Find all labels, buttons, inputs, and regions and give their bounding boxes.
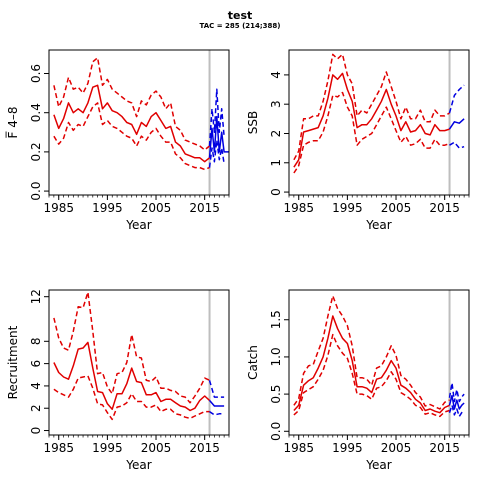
series-forecast-lower <box>448 404 465 418</box>
series-historical-lower <box>53 102 210 171</box>
x-tick-label: 1995 <box>92 201 123 215</box>
series-forecast-estimate <box>208 399 225 407</box>
series-historical-lower <box>293 333 450 418</box>
x-tick-label: 2005 <box>141 201 172 215</box>
series-historical-estimate <box>293 72 450 168</box>
series-historical-estimate <box>53 341 211 412</box>
y-tick-label: 0.6 <box>29 64 43 83</box>
series-historical-upper <box>293 295 450 410</box>
x-tick-label: 1985 <box>283 201 314 215</box>
series-forecast-lower <box>449 141 465 149</box>
y-tick-label: 0.2 <box>29 142 43 161</box>
series-forecast-estimate <box>208 115 229 158</box>
y-axis-title: Catch <box>246 345 260 380</box>
series-historical-lower <box>53 375 210 421</box>
y-tick-label: 2 <box>269 130 283 138</box>
panel-f: 1985 1995 2005 2015 0.0 0.2 0.4 0.6 Year F̅ 4–8 <box>5 49 230 232</box>
series-forecast-estimate <box>448 118 465 130</box>
series-historical-upper <box>53 291 210 404</box>
figure-title: test <box>227 9 253 22</box>
x-tick-label: 1985 <box>43 201 74 215</box>
series-historical-estimate <box>293 315 450 414</box>
x-axis-title: Year <box>365 218 391 232</box>
y-tick-label: 0.0 <box>29 182 43 201</box>
x-tick-label: 2015 <box>189 441 220 455</box>
y-tick-label: 1.5 <box>269 310 283 329</box>
y-tick-label: 0 <box>29 427 43 435</box>
y-tick-label: 0.0 <box>269 422 283 441</box>
y-tick-label: 2 <box>29 404 43 412</box>
x-tick-label: 2015 <box>189 201 220 215</box>
y-tick-label: 0.5 <box>269 385 283 404</box>
plot-frame <box>48 289 230 436</box>
x-tick-label: 1985 <box>283 441 314 455</box>
y-axis-title: Recruitment <box>6 325 20 399</box>
y-tick-label: 1 <box>269 159 283 167</box>
series-historical-estimate <box>53 84 210 163</box>
plot-frame <box>288 49 470 196</box>
plot-frame <box>288 289 470 436</box>
series-forecast-upper <box>448 84 465 114</box>
y-tick-label: 0.4 <box>29 103 43 122</box>
x-tick-label: 2015 <box>429 201 460 215</box>
x-tick-label: 2015 <box>429 441 460 455</box>
x-tick-label: 2005 <box>381 201 412 215</box>
series-forecast-lower <box>209 410 225 416</box>
x-tick-label: 2005 <box>141 441 172 455</box>
y-tick-label: 12 <box>29 289 43 304</box>
y-tick-label: 4 <box>29 382 43 390</box>
x-tick-label: 1995 <box>92 441 123 455</box>
x-axis-title: Year <box>125 458 151 472</box>
panel-recruitment: 1985 1995 2005 2015 0 2 4 6 8 12 Year Recruitment <box>6 289 230 472</box>
series-historical-lower <box>293 91 450 174</box>
series-forecast-upper <box>208 88 225 147</box>
y-tick-label: 1.0 <box>269 347 283 366</box>
y-tick-label: 3 <box>269 100 283 108</box>
x-tick-label: 1995 <box>332 441 363 455</box>
y-axis-title: F̅ 4–8 <box>5 107 20 139</box>
y-tick-label: 6 <box>29 360 43 368</box>
x-axis-title: Year <box>365 458 391 472</box>
panel-catch: 1985 1995 2005 2015 0.0 0.5 1.0 1.5 Year Catch <box>246 289 470 472</box>
x-tick-label: 1995 <box>332 201 363 215</box>
x-tick-label: 1985 <box>43 441 74 455</box>
y-axis-title: SSB <box>246 111 260 134</box>
x-tick-label: 2005 <box>381 441 412 455</box>
y-tick-label: 8 <box>29 337 43 345</box>
series-forecast-estimate <box>448 394 465 410</box>
plot-frame <box>48 49 230 196</box>
series-forecast-upper <box>208 380 225 398</box>
x-axis-title: Year <box>125 218 151 232</box>
series-historical-upper <box>53 57 210 151</box>
y-tick-label: 0 <box>269 188 283 196</box>
panel-ssb: 1985 1995 2005 2015 0 1 2 3 4 Year SSB <box>246 49 470 232</box>
figure-subtitle: TAC = 285 (214;388) <box>199 22 281 30</box>
series-forecast-lower <box>208 139 225 168</box>
y-tick-label: 4 <box>269 71 283 79</box>
series-historical-upper <box>293 53 450 161</box>
